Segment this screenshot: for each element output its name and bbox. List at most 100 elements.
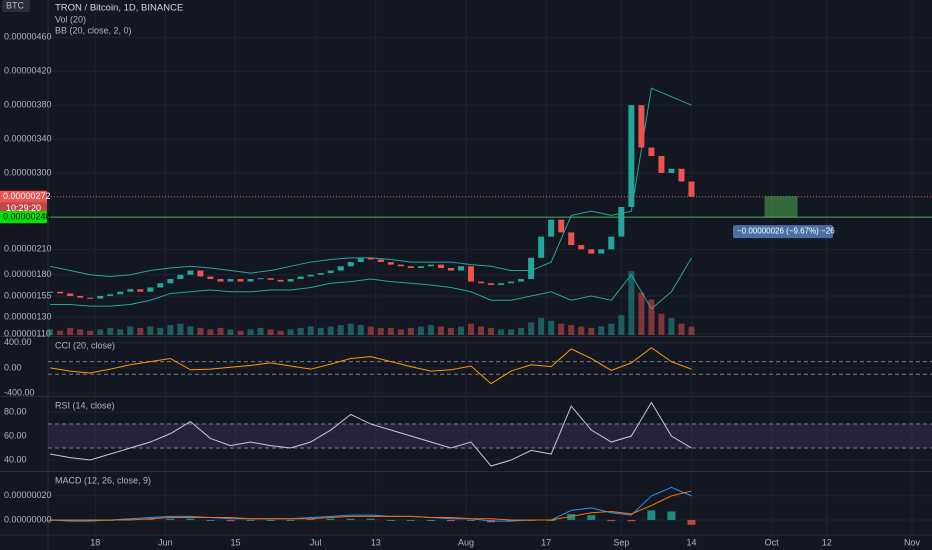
histogram-bar bbox=[467, 519, 476, 521]
vol-label: Vol (20) bbox=[55, 14, 86, 24]
histogram-bar bbox=[86, 519, 95, 522]
candle bbox=[267, 278, 274, 280]
candle bbox=[87, 297, 94, 299]
volume-bar bbox=[207, 329, 214, 335]
candle bbox=[227, 279, 234, 282]
x-tick-label: 17 bbox=[541, 537, 551, 547]
x-tick-label: 15 bbox=[230, 537, 240, 547]
x-tick-label: Nov bbox=[904, 537, 921, 547]
volume-bar bbox=[518, 327, 525, 335]
volume-bar bbox=[678, 323, 685, 335]
x-tick-label: 18 bbox=[90, 537, 100, 547]
volume-bar bbox=[297, 327, 304, 335]
y-tick-label: 0.00000155 bbox=[4, 290, 52, 300]
volume-bar bbox=[588, 327, 595, 335]
volume-bar bbox=[367, 326, 374, 335]
volume-bar bbox=[508, 329, 515, 335]
x-tick-label: Sep bbox=[613, 537, 629, 547]
candle bbox=[97, 295, 104, 299]
volume-bar bbox=[217, 327, 224, 335]
histogram-bar bbox=[66, 519, 75, 522]
currency-tag bbox=[2, 0, 30, 12]
candle bbox=[287, 279, 294, 282]
y-tick-label: 0.00 bbox=[4, 362, 22, 372]
pane-title: RSI (14, close) bbox=[55, 400, 115, 410]
y-tick-label: 60.00 bbox=[4, 430, 27, 440]
volume-bar bbox=[478, 326, 485, 335]
histogram-bar bbox=[166, 518, 175, 520]
y-tick-label: 0.00000340 bbox=[4, 133, 52, 143]
candle bbox=[317, 273, 324, 275]
volume-bar bbox=[488, 327, 495, 335]
volume-bar bbox=[427, 325, 434, 335]
candle bbox=[638, 105, 645, 148]
volume-bar bbox=[247, 329, 254, 335]
candle bbox=[237, 279, 244, 282]
x-tick-label: 14 bbox=[686, 537, 696, 547]
candle bbox=[357, 257, 364, 263]
volume-bar bbox=[157, 327, 164, 335]
volume-bar bbox=[177, 323, 184, 335]
x-tick-label: 13 bbox=[371, 537, 381, 547]
y-tick-label: 0.00000420 bbox=[4, 66, 52, 76]
candle bbox=[147, 287, 154, 292]
volume-bar bbox=[618, 315, 625, 335]
histogram-bar bbox=[647, 510, 656, 520]
histogram-bar bbox=[226, 519, 235, 522]
candle bbox=[387, 262, 394, 265]
histogram-bar bbox=[446, 519, 455, 522]
volume-bar bbox=[598, 326, 605, 335]
candle bbox=[488, 283, 495, 285]
volume-bar bbox=[548, 320, 555, 335]
histogram-bar bbox=[426, 519, 435, 521]
histogram-bar bbox=[607, 519, 616, 522]
histogram-bar bbox=[186, 518, 195, 520]
candle bbox=[377, 259, 384, 263]
bb-label: BB (20, close, 2, 0) bbox=[55, 25, 132, 35]
histogram-bar bbox=[687, 519, 696, 525]
volume-bar bbox=[127, 326, 134, 335]
candle bbox=[668, 168, 675, 174]
histogram-bar bbox=[567, 513, 576, 520]
volume-bar bbox=[558, 323, 565, 335]
candle bbox=[437, 264, 444, 268]
volume-bar bbox=[688, 326, 695, 335]
candle bbox=[47, 291, 54, 293]
candle bbox=[558, 219, 565, 233]
volume-bar bbox=[57, 330, 64, 335]
volume-bar bbox=[468, 323, 475, 335]
candle bbox=[518, 279, 525, 282]
candle bbox=[337, 266, 344, 271]
candle bbox=[478, 281, 485, 284]
macd-line bbox=[50, 486, 692, 522]
histogram-bar bbox=[286, 519, 295, 521]
candle bbox=[347, 262, 354, 267]
candle bbox=[277, 279, 284, 282]
countdown: 10:29:20 bbox=[6, 203, 41, 213]
bb-lower bbox=[50, 257, 692, 310]
candle bbox=[247, 279, 254, 282]
candle bbox=[628, 105, 635, 207]
volume-bar bbox=[287, 329, 294, 335]
candle bbox=[307, 274, 314, 277]
pane-title: CCI (20, close) bbox=[55, 340, 115, 350]
y-tick-label: 80.00 bbox=[4, 406, 27, 416]
candle bbox=[427, 264, 434, 267]
candle bbox=[538, 236, 545, 258]
last-price-label: 0.00000272 bbox=[3, 191, 51, 201]
symbol: TRON / Bitcoin, 1D, BINANCE bbox=[55, 3, 183, 14]
candle bbox=[678, 168, 685, 182]
y-tick-label: 0.00000380 bbox=[4, 100, 52, 110]
candle bbox=[598, 249, 605, 254]
y-tick-label: 0.00000300 bbox=[4, 167, 52, 177]
volume-bar bbox=[578, 326, 585, 335]
candle bbox=[167, 279, 174, 284]
candle bbox=[127, 289, 134, 292]
y-tick-label: 400.00 bbox=[4, 337, 32, 347]
histogram-bar bbox=[126, 518, 135, 520]
volume-bar bbox=[117, 329, 124, 335]
candle bbox=[57, 291, 64, 294]
histogram-bar bbox=[386, 519, 395, 521]
volume-bar bbox=[47, 329, 54, 335]
